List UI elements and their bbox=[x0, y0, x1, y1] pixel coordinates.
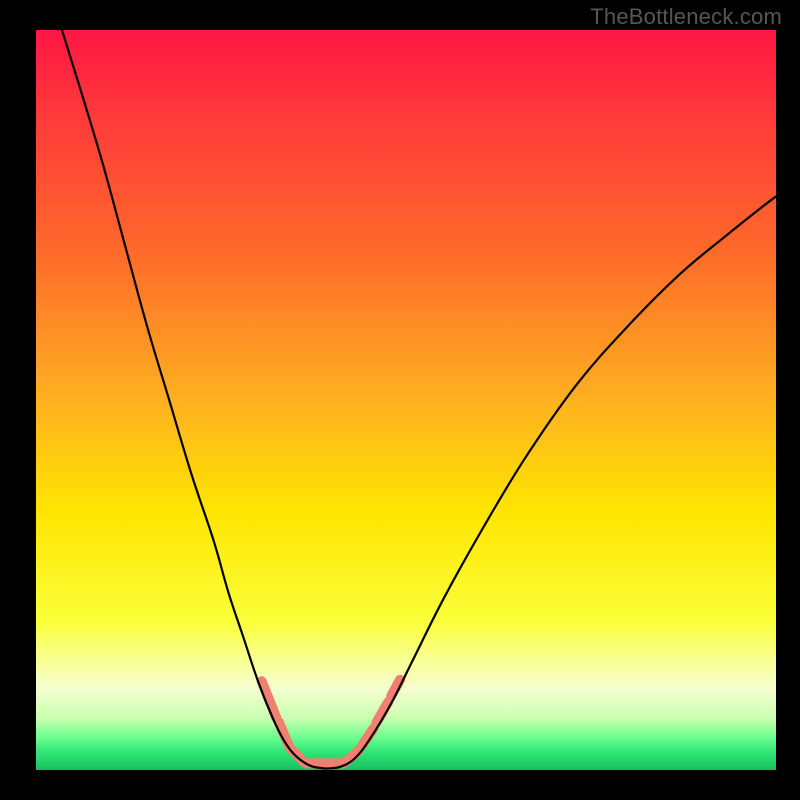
watermark-text: TheBottleneck.com bbox=[590, 4, 782, 30]
chart-svg bbox=[0, 0, 800, 800]
plot-area bbox=[36, 30, 776, 770]
chart-stage: TheBottleneck.com bbox=[0, 0, 800, 800]
